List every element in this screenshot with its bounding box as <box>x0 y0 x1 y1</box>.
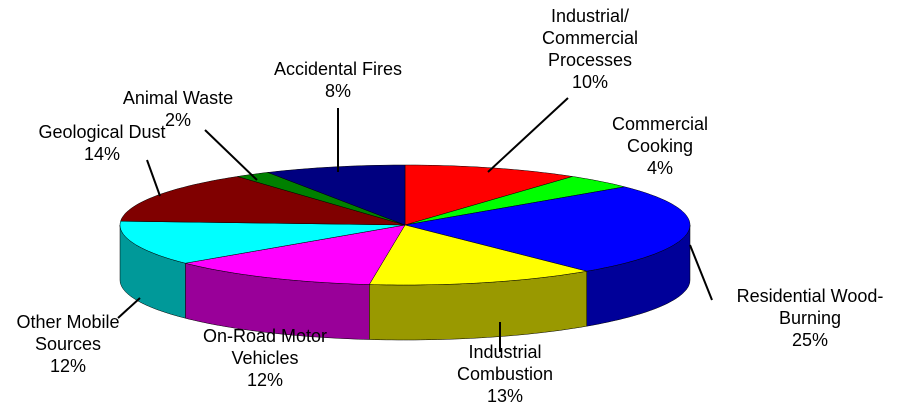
value-label: 25% <box>792 330 828 350</box>
value-label: 4% <box>647 158 673 178</box>
slice <box>119 220 406 264</box>
value-label: 12% <box>247 370 283 390</box>
leader-line <box>689 244 713 301</box>
slice <box>404 186 691 272</box>
slice-label: Processes <box>548 50 632 70</box>
value-label: 12% <box>50 356 86 376</box>
slice-label: Burning <box>779 308 841 328</box>
value-label: 13% <box>487 386 523 406</box>
slice-label: Commercial <box>542 28 638 48</box>
slice-label: Combustion <box>457 364 553 384</box>
slice-label: Geological Dust <box>38 122 165 142</box>
value-label: 2% <box>165 110 191 130</box>
slice <box>368 224 587 286</box>
slice-label: Cooking <box>627 136 693 156</box>
slice <box>404 176 625 226</box>
leader-line <box>117 297 141 319</box>
slice-label: Accidental Fires <box>274 59 402 79</box>
slice-label: Sources <box>35 334 101 354</box>
slice-label: Vehicles <box>231 348 298 368</box>
slice-label: Industrial/ <box>551 6 629 26</box>
value-label: 8% <box>325 81 351 101</box>
slice-label: Other Mobile <box>16 312 119 332</box>
slice <box>120 176 406 226</box>
value-label: 10% <box>572 72 608 92</box>
slice <box>185 224 406 285</box>
slice-label: Industrial <box>468 342 541 362</box>
slice-label: Commercial <box>612 114 708 134</box>
slice-label: On-Road Motor <box>203 326 327 346</box>
slice <box>267 164 406 226</box>
leader-line <box>146 159 161 197</box>
value-label: 14% <box>84 144 120 164</box>
slice-label: Animal Waste <box>123 88 233 108</box>
leader-line <box>204 129 258 181</box>
leader-line <box>487 97 569 173</box>
slice-label: Residential Wood- <box>737 286 884 306</box>
